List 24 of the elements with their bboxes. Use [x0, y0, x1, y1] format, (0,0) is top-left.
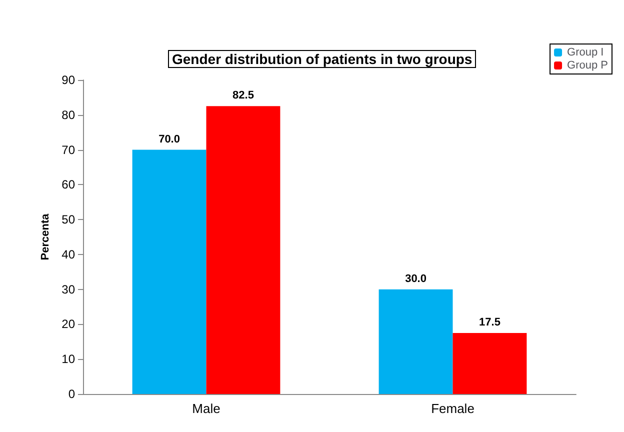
legend-label: Group I [567, 46, 604, 58]
y-tick-label: 10 [62, 352, 76, 366]
legend-label: Group P [567, 60, 608, 72]
data-label: 82.5 [232, 90, 254, 102]
y-tick-label: 80 [62, 108, 76, 122]
y-axis-title: Percenta [39, 212, 52, 260]
y-tick-label: 40 [62, 247, 76, 262]
y-tick-label: 70 [62, 142, 76, 157]
y-tick-label: 30 [62, 282, 76, 296]
x-tick-label: Female [431, 401, 474, 416]
y-tick-label: 50 [62, 212, 76, 227]
bar [206, 106, 280, 394]
y-tick-label: 0 [68, 387, 76, 401]
data-label: 70.0 [158, 133, 180, 146]
y-tick-label: 60 [62, 178, 76, 192]
data-label: 30.0 [405, 272, 426, 285]
x-tick-label: Male [192, 401, 220, 416]
y-tick-label: 90 [62, 73, 76, 87]
y-tick-label: 20 [62, 317, 76, 332]
chart-title: Gender distribution of patients in two groups [172, 51, 472, 67]
bar [132, 150, 206, 394]
data-label: 17.5 [479, 316, 500, 328]
bar [452, 332, 527, 394]
bar [378, 289, 453, 394]
